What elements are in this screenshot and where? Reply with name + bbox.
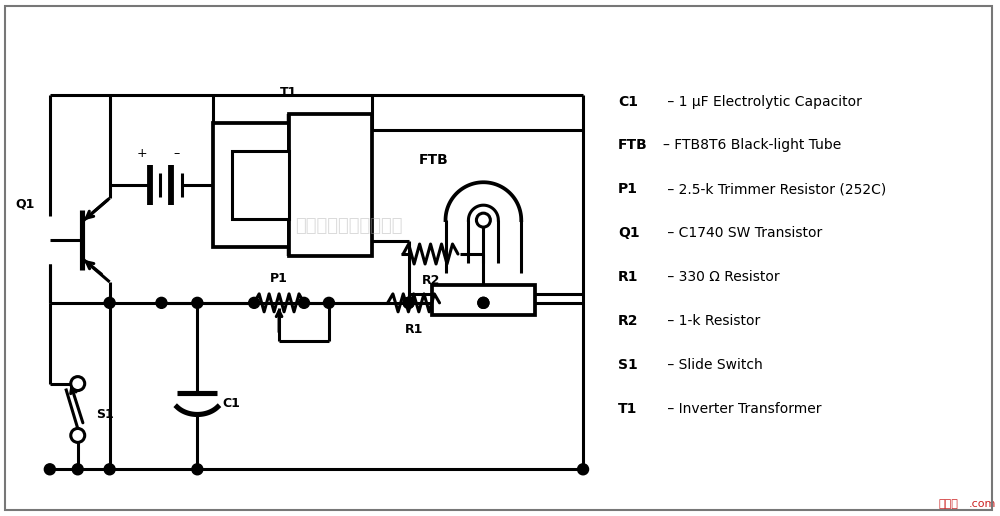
Circle shape [578, 464, 589, 475]
Text: – Slide Switch: – Slide Switch [663, 358, 763, 372]
Circle shape [403, 297, 414, 309]
Bar [289, 114, 372, 256]
Text: C1: C1 [618, 94, 638, 108]
Text: 杭州将客科技有限公司: 杭州将客科技有限公司 [295, 217, 403, 235]
Circle shape [192, 297, 203, 309]
Bar [232, 151, 289, 219]
Circle shape [72, 464, 83, 475]
Text: – C1740 SW Transistor: – C1740 SW Transistor [663, 226, 822, 240]
Text: T1: T1 [618, 401, 637, 415]
Circle shape [299, 297, 309, 309]
Text: – FTB8T6 Black-light Tube: – FTB8T6 Black-light Tube [663, 138, 841, 152]
Circle shape [71, 428, 85, 442]
Text: FTB: FTB [618, 138, 648, 152]
Circle shape [71, 377, 85, 391]
Text: – 2.5-k Trimmer Resistor (252C): – 2.5-k Trimmer Resistor (252C) [663, 182, 886, 196]
Text: R2: R2 [618, 314, 638, 328]
Text: T1: T1 [280, 86, 298, 99]
Circle shape [478, 297, 489, 309]
Bar [432, 285, 535, 315]
Text: S1: S1 [96, 408, 113, 421]
Text: – Inverter Transformer: – Inverter Transformer [663, 401, 821, 415]
Text: R2: R2 [421, 274, 440, 287]
Circle shape [104, 464, 115, 475]
Text: Q1: Q1 [618, 226, 640, 240]
Text: – 330 Ω Resistor: – 330 Ω Resistor [663, 270, 779, 284]
Text: R1: R1 [404, 323, 423, 336]
Text: +: + [136, 148, 147, 160]
Text: FTB: FTB [419, 153, 448, 167]
Text: –: – [173, 148, 180, 160]
Text: P1: P1 [618, 182, 638, 196]
Text: Q1: Q1 [15, 198, 35, 211]
Circle shape [249, 297, 260, 309]
Text: 接线图: 接线图 [939, 499, 959, 509]
Text: C1: C1 [222, 397, 240, 410]
Circle shape [104, 297, 115, 309]
Circle shape [476, 213, 490, 227]
Text: P1: P1 [270, 272, 288, 285]
Text: – 1 μF Electrolytic Capacitor: – 1 μF Electrolytic Capacitor [663, 94, 862, 108]
Text: R1: R1 [618, 270, 638, 284]
Circle shape [192, 464, 203, 475]
Circle shape [156, 297, 167, 309]
Text: S1: S1 [618, 358, 638, 372]
Bar [213, 123, 289, 247]
Circle shape [478, 297, 489, 309]
Text: .com: .com [969, 499, 996, 509]
Circle shape [44, 464, 55, 475]
Text: – 1-k Resistor: – 1-k Resistor [663, 314, 760, 328]
Circle shape [323, 297, 334, 309]
Circle shape [403, 297, 414, 309]
